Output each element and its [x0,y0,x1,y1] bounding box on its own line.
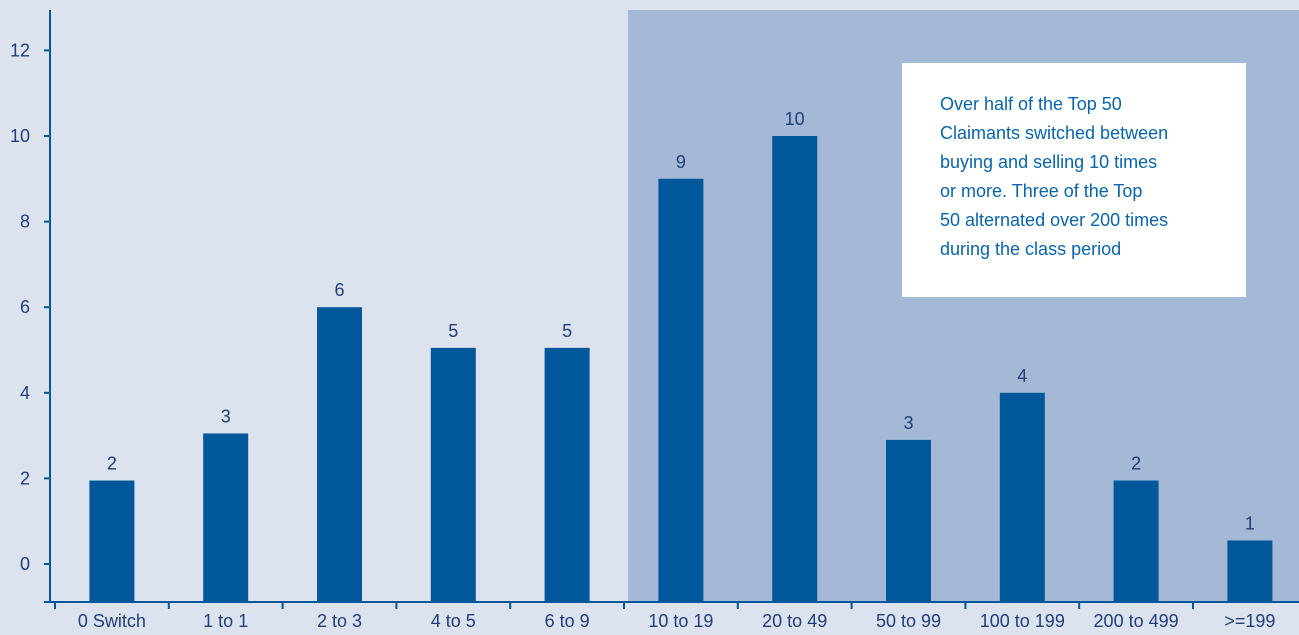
bar [1227,540,1273,602]
annotation-text: Over half of the Top 50 Claimants switch… [940,94,1173,259]
bar-value-label: 6 [334,280,344,300]
annotation-line-4: or more. Three of the Top [940,181,1142,201]
bar-value-label: 5 [448,321,458,341]
bar [203,433,249,602]
bar-value-label: 1 [1245,513,1255,533]
y-tick-label: 0 [20,554,30,574]
y-tick-label: 2 [20,468,30,488]
annotation-line-5: 50 alternated over 200 times [940,210,1168,230]
x-tick-label: 0 Switch [78,611,146,631]
bar-value-label: 9 [676,152,686,172]
bar-labels-group: 2 3 6 5 5 9 10 3 4 2 1 [107,109,1255,533]
x-tick-label: 1 to 1 [203,611,248,631]
y-tick-label: 10 [10,126,30,146]
x-tick-label: 50 to 99 [876,611,941,631]
annotation-line-3: buying and selling 10 times [940,152,1157,172]
x-tick-label: 4 to 5 [431,611,476,631]
bar [886,439,931,602]
x-tick-label: 100 to 199 [980,611,1065,631]
bar [89,480,135,602]
bar [658,178,704,603]
x-tick-label: 20 to 49 [762,611,827,631]
bar-value-label: 2 [107,454,117,474]
bar [544,347,590,602]
annotation-line-6: during the class period [940,239,1121,259]
x-tick-label: 6 to 9 [545,611,590,631]
x-tick-label: 2 to 3 [317,611,362,631]
bar-value-label: 3 [903,413,913,433]
bar [430,347,476,602]
x-tick-label: 200 to 499 [1094,611,1179,631]
x-tick-label: >=199 [1224,611,1275,631]
bar-value-label: 5 [562,321,572,341]
bar [999,392,1045,602]
x-axis: 0 Switch 1 to 1 2 to 3 4 to 5 6 to 9 10 to 19… [44,601,1299,631]
bar [772,136,818,602]
y-tick-label: 8 [20,212,30,232]
annotation-background [902,63,1246,297]
y-tick-label: 12 [10,40,30,60]
bar-value-label: 4 [1017,366,1027,386]
bar-value-label: 10 [785,109,805,129]
bar-value-label: 3 [221,406,231,426]
y-tick-label: 6 [20,297,30,317]
annotation-line-1: Over half of the Top 50 [940,94,1122,114]
y-tick-label: 4 [20,383,30,403]
annotation-line-2: Claimants switched between [940,123,1168,143]
annotation-box: Over half of the Top 50 Claimants switch… [902,63,1246,297]
bar-value-label: 2 [1131,454,1141,474]
bar [1113,480,1159,602]
y-axis: 0 2 4 6 8 10 12 [10,10,51,603]
bars-group [89,136,1273,603]
x-tick-label: 10 to 19 [648,611,713,631]
bar [317,307,362,602]
